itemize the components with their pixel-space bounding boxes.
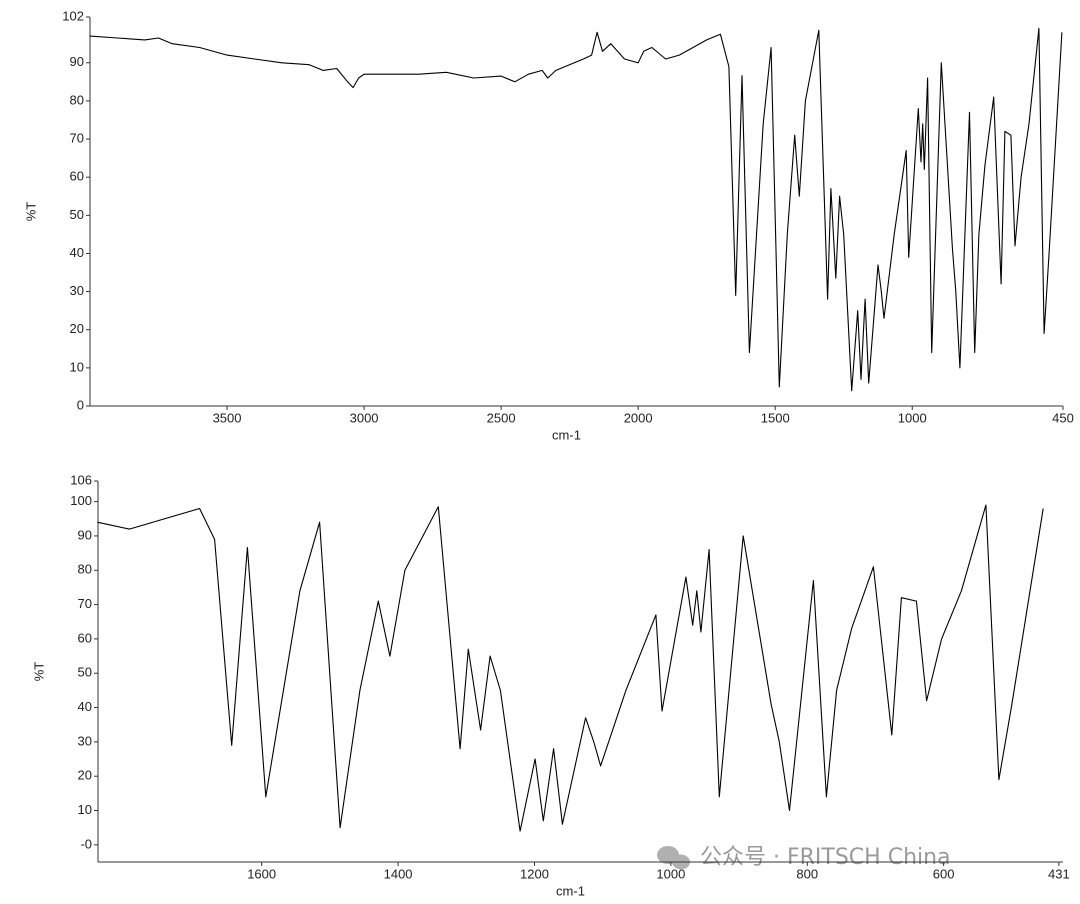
spectrum-line [89, 27, 1063, 392]
y-tick-label: 60 [78, 630, 92, 645]
y-tick-label: 20 [78, 768, 92, 783]
x-tick-label: 800 [796, 866, 818, 881]
x-tick-label: 2500 [487, 410, 516, 425]
y-tick-label: 90 [78, 527, 92, 542]
x-tick-label: 431 [1048, 866, 1070, 881]
y-tick-label: 40 [70, 245, 84, 260]
x-tick-label: 1500 [761, 410, 790, 425]
y-tick-label: 60 [70, 169, 84, 184]
y-tick-label: 10 [70, 359, 84, 374]
x-tick-label: 1000 [898, 410, 927, 425]
y-tick-label: 10 [78, 802, 92, 817]
x-axis-label: cm-1 [556, 883, 585, 898]
y-tick-label: 102 [62, 8, 84, 23]
x-tick-label: 3500 [213, 410, 242, 425]
y-tick-label: 80 [78, 562, 92, 577]
x-tick-label: 3000 [350, 410, 379, 425]
y-axis-label: %T [31, 662, 46, 682]
y-tick-label: 100 [70, 493, 92, 508]
y-tick-label: 50 [78, 665, 92, 680]
x-tick-label: 1200 [520, 866, 549, 881]
spectrum-line [97, 504, 1044, 832]
y-tick-label: 50 [70, 207, 84, 222]
x-tick-label: 1600 [247, 866, 276, 881]
x-axis-label: cm-1 [552, 427, 581, 442]
x-tick-label: 1000 [656, 866, 685, 881]
y-axis-label: %T [23, 202, 38, 222]
watermark: 公众号 · FRITSCH China [700, 845, 951, 870]
y-tick-label: 0 [77, 397, 84, 412]
x-tick-label: 1400 [384, 866, 413, 881]
y-tick-label: 70 [70, 130, 84, 145]
y-tick-label: 90 [70, 54, 84, 69]
y-tick-label: 70 [78, 596, 92, 611]
y-tick-label: 20 [70, 321, 84, 336]
y-tick-label: 30 [78, 733, 92, 748]
y-tick-label: 40 [78, 699, 92, 714]
y-tick-label: 106 [70, 472, 92, 487]
y-tick-label: -0 [80, 836, 92, 851]
x-tick-label: 450 [1052, 410, 1074, 425]
y-tick-label: 80 [70, 92, 84, 107]
x-tick-label: 2000 [624, 410, 653, 425]
x-tick-label: 600 [933, 866, 955, 881]
y-tick-label: 30 [70, 283, 84, 298]
